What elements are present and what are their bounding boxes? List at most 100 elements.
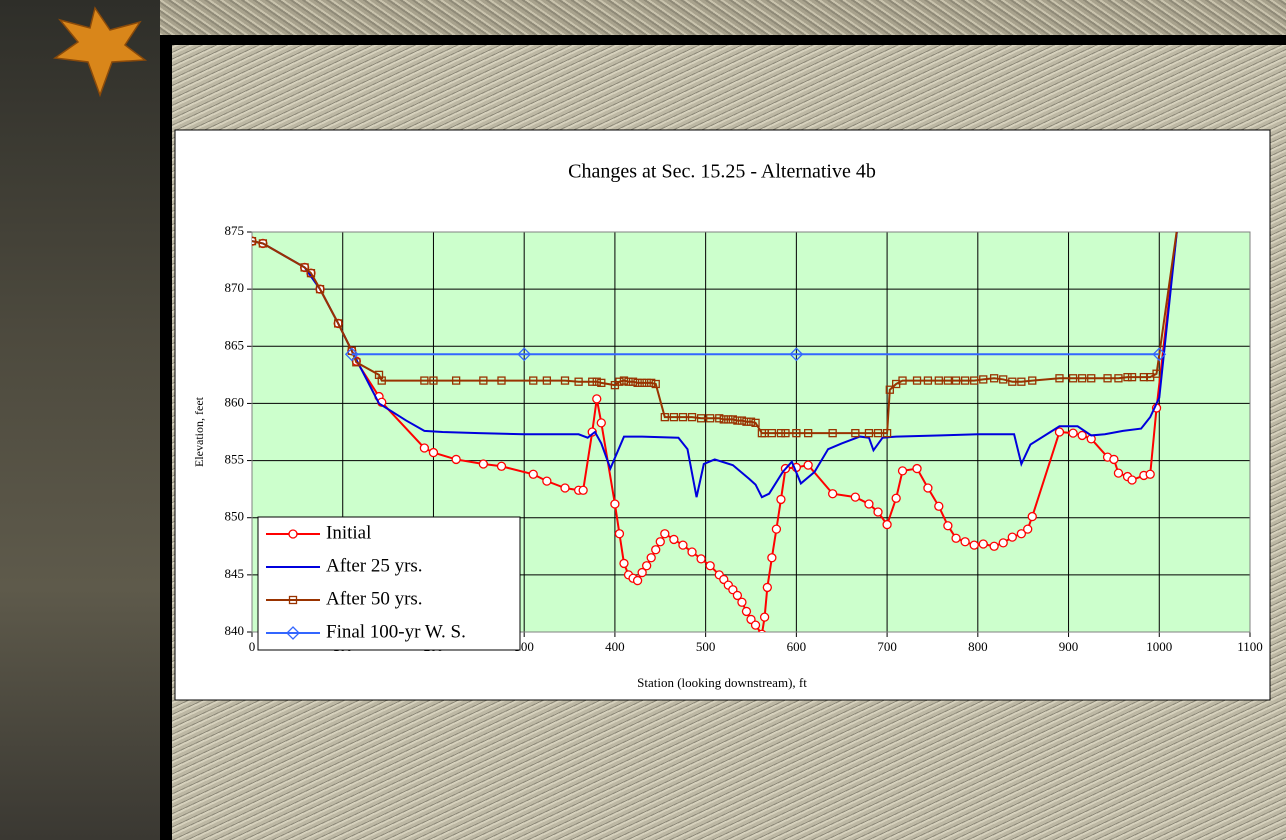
marker: [960, 537, 970, 547]
marker: [646, 553, 656, 563]
marker: [300, 263, 309, 272]
marker: [1103, 374, 1112, 383]
marker: [951, 376, 961, 385]
marker: [733, 416, 742, 425]
left-bar: [0, 0, 160, 840]
marker: [771, 524, 782, 534]
marker: [873, 428, 883, 438]
marker: [828, 489, 838, 499]
marker: [288, 595, 298, 605]
marker: [252, 236, 257, 246]
marker: [542, 476, 552, 486]
marker: [742, 417, 751, 426]
leaf: [52, 6, 148, 98]
marker: [882, 428, 892, 438]
marker: [614, 529, 625, 539]
marker: [1145, 469, 1155, 479]
marker: [751, 418, 760, 428]
marker: [642, 561, 652, 571]
marker: [746, 417, 756, 426]
marker: [989, 541, 999, 551]
marker: [1078, 374, 1087, 383]
marker: [1016, 529, 1027, 539]
y-tick-label: 860: [225, 394, 245, 409]
marker: [678, 540, 688, 550]
marker: [882, 519, 892, 530]
marker: [451, 376, 461, 385]
marker: [669, 412, 679, 422]
marker: [651, 379, 660, 389]
marker: [615, 377, 624, 386]
marker: [715, 414, 724, 423]
marker: [864, 499, 874, 509]
marker: [1027, 511, 1037, 522]
marker: [1023, 524, 1033, 534]
marker: [660, 412, 669, 422]
marker: [724, 415, 733, 424]
marker: [750, 620, 761, 630]
y-axis-label: Elevation, feet: [192, 396, 206, 467]
x-tick-label: 600: [787, 639, 807, 654]
marker: [651, 545, 661, 555]
marker: [1055, 374, 1064, 383]
marker: [429, 376, 438, 385]
marker: [628, 377, 638, 386]
legend-label: Initial: [326, 522, 371, 543]
x-tick-label: 900: [1059, 639, 1079, 654]
legend-label: After 50 yrs.: [326, 588, 423, 609]
marker: [1054, 427, 1065, 437]
marker: [655, 537, 665, 547]
marker: [587, 427, 597, 437]
marker: [588, 377, 597, 386]
x-tick-label: 500: [696, 639, 716, 654]
marker: [334, 319, 343, 328]
marker: [776, 494, 786, 505]
marker: [737, 597, 747, 607]
marker: [850, 492, 860, 502]
marker: [574, 377, 583, 386]
marker: [624, 377, 633, 386]
y-tick-label: 875: [225, 223, 245, 238]
marker: [619, 376, 629, 385]
marker: [596, 418, 606, 428]
marker: [979, 375, 988, 384]
marker: [970, 376, 979, 385]
marker: [497, 376, 506, 385]
marker: [637, 378, 647, 388]
marker: [633, 378, 642, 388]
x-tick-label: 700: [877, 639, 897, 654]
marker: [597, 378, 606, 388]
marker: [998, 538, 1008, 548]
y-tick-label: 870: [225, 280, 245, 295]
marker: [1077, 430, 1087, 441]
marker: [542, 376, 552, 385]
chart-title: Changes at Sec. 15.25 - Alternative 4b: [568, 161, 876, 183]
legend-label: After 25 yrs.: [326, 555, 423, 576]
marker: [912, 376, 922, 385]
marker: [923, 483, 933, 493]
frame: [160, 35, 1286, 45]
marker: [943, 376, 953, 385]
marker: [1152, 369, 1161, 378]
marker: [696, 554, 706, 564]
marker: [719, 415, 728, 424]
marker: [560, 376, 570, 385]
marker: [592, 394, 602, 404]
marker: [789, 347, 804, 362]
marker: [1127, 475, 1137, 485]
legend: [257, 516, 521, 651]
marker: [951, 533, 961, 543]
marker: [352, 358, 361, 367]
x-axis-label: Station (looking downstream), ft: [637, 675, 807, 690]
marker: [934, 376, 943, 385]
marker: [258, 239, 268, 248]
marker: [419, 443, 430, 453]
marker: [687, 412, 697, 422]
marker: [803, 460, 813, 470]
marker: [741, 606, 752, 617]
y-tick-label: 855: [225, 452, 245, 467]
marker: [288, 529, 298, 539]
marker: [912, 463, 922, 474]
x-tick-label: 800: [968, 639, 988, 654]
marker: [496, 461, 507, 471]
